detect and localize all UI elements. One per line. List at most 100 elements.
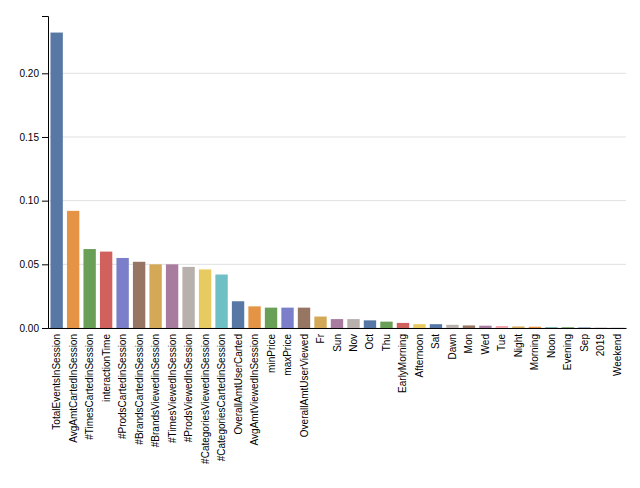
x-tick-label: Night [513, 334, 524, 358]
chart-svg: TotalEventsInSession AvgAmtCartedInSessio… [0, 0, 640, 488]
x-tick-label: Fr [315, 333, 326, 343]
x-tick-label: Noon [546, 334, 557, 358]
x-tick: Weekend [612, 334, 623, 376]
bar [578, 327, 590, 328]
x-tick-label: AvgAmtCartedInSession [68, 334, 79, 443]
x-tick: TotalEventsInSession [51, 334, 62, 430]
x-tick-label: interactionTime [101, 334, 112, 402]
x-tick: Night [513, 334, 524, 358]
x-tick: maxPrice [282, 334, 293, 376]
x-tick: #BrandsViewedinSession [150, 334, 161, 447]
y-tick-label: 0.05 [20, 259, 40, 270]
bars [50, 33, 623, 328]
x-tick-label: Oct [364, 334, 375, 350]
x-tick: Dawn [447, 334, 458, 360]
bar [364, 320, 376, 328]
x-axis-line [49, 328, 627, 329]
x-tick: #TimesCartedinSession [84, 334, 95, 440]
x-tick: Noon [546, 334, 557, 358]
bar [512, 326, 524, 328]
x-tick: Sat [430, 334, 441, 349]
bar [611, 327, 623, 328]
x-tick-label: Evening [562, 334, 573, 370]
x-tick: Fr [315, 333, 326, 343]
x-tick: #CategoriesViewedinSession [200, 334, 211, 464]
x-tick: #ProdsViewedInSession [183, 334, 194, 442]
bar [133, 262, 145, 328]
x-tick: Sep [579, 334, 590, 352]
x-tick: 2019 [595, 334, 606, 357]
plot-area: TotalEventsInSession AvgAmtCartedInSessio… [20, 17, 627, 464]
bar [595, 327, 607, 328]
bar [331, 319, 343, 328]
x-tick: AvgAmtViewedInSession [249, 334, 260, 445]
x-tick: OverallAmtUserCarted [233, 334, 244, 435]
x-tick: #TimesViewedInSession [167, 334, 178, 443]
bar [463, 325, 475, 328]
bar [314, 317, 326, 328]
x-tick: Mon [463, 334, 474, 353]
x-tick-label: Thu [381, 334, 392, 351]
x-tick-label: Tue [496, 334, 507, 351]
x-tick: minPrice [266, 334, 277, 373]
bar [232, 301, 244, 328]
y-tick-label: 0.20 [20, 68, 40, 79]
bar [116, 258, 128, 328]
x-tick: #ProdsCartedinSession [117, 334, 128, 439]
y-tick-mark [42, 73, 48, 74]
x-tick-label: Sun [332, 334, 343, 352]
y-tick-label: 0.10 [20, 195, 40, 206]
y-axis: 0.00 0.05 0.10 0.15 0.20 [20, 17, 49, 334]
x-tick: interactionTime [101, 334, 112, 402]
x-tick: #BrandsCartedinSession [134, 334, 145, 445]
x-tick: EarlyMorning [397, 334, 408, 393]
bar [446, 325, 458, 328]
y-tick-label: 0.00 [20, 323, 40, 334]
bar [413, 324, 425, 328]
y-tick: 0.10 [20, 195, 48, 206]
bar [397, 323, 409, 328]
x-tick-label: Morning [529, 334, 540, 370]
bar [199, 269, 211, 328]
x-tick-label: #TimesCartedinSession [84, 334, 95, 440]
y-tick-label: 0.15 [20, 132, 40, 143]
grid-line [48, 136, 626, 137]
y-tick-mark [42, 201, 48, 202]
bar [562, 327, 574, 328]
x-tick-label: Weekend [612, 334, 623, 376]
x-tick-label: EarlyMorning [397, 334, 408, 393]
x-tick-label: TotalEventsInSession [51, 334, 62, 430]
x-tick: Evening [562, 334, 573, 370]
y-tick: 0.00 [20, 323, 48, 334]
x-tick-label: #TimesViewedInSession [167, 334, 178, 443]
bar [100, 252, 112, 328]
grid [48, 73, 626, 328]
bar [281, 308, 293, 328]
x-tick-label: #ProdsCartedinSession [117, 334, 128, 439]
x-tick: Morning [529, 334, 540, 370]
y-tick: 0.15 [20, 132, 48, 143]
y-tick-mark [42, 264, 48, 265]
x-tick-label: Afternoon [414, 334, 425, 377]
x-tick-label: minPrice [266, 334, 277, 373]
x-tick: Afternoon [414, 334, 425, 377]
grid-line [48, 200, 626, 201]
x-tick-label: Sep [579, 334, 590, 352]
x-tick: Sun [332, 334, 343, 352]
grid-line [48, 73, 626, 74]
y-tick: 0.05 [20, 259, 48, 270]
x-tick-label: Nov [348, 334, 359, 352]
x-tick-label: Mon [463, 334, 474, 353]
x-tick-label: Sat [430, 334, 441, 349]
bar [347, 319, 359, 328]
bar [298, 308, 310, 328]
x-tick: Oct [364, 334, 375, 350]
bar [248, 306, 260, 328]
x-tick-label: Wed [480, 334, 491, 354]
bar [479, 326, 491, 328]
bar [182, 267, 194, 328]
bar [83, 249, 95, 328]
x-tick: Nov [348, 334, 359, 352]
bar [149, 264, 161, 328]
y-tick-mark [42, 137, 48, 138]
